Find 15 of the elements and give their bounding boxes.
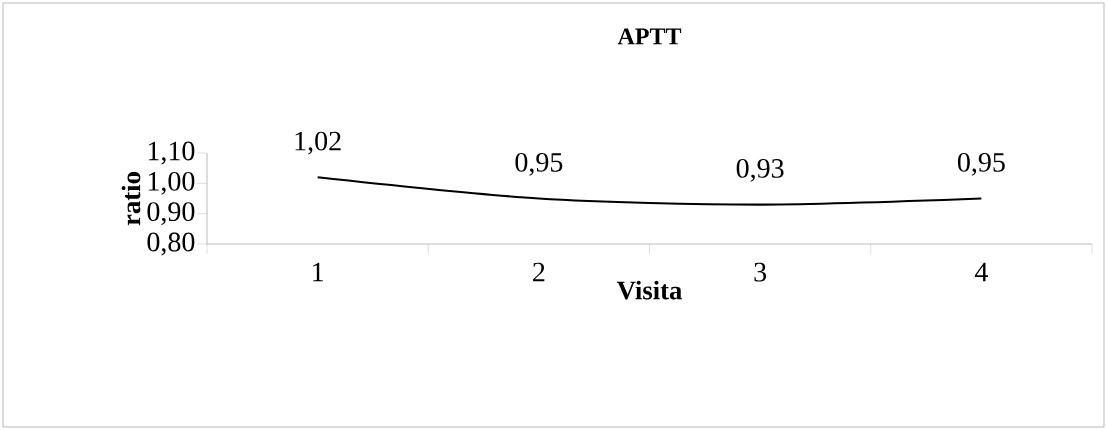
x-tick-label: 4 bbox=[974, 262, 988, 282]
y-tick-label: 1,10 bbox=[148, 141, 195, 165]
chart-title: APTT bbox=[617, 28, 682, 45]
data-label: 1,02 bbox=[295, 131, 341, 155]
data-label: 0,93 bbox=[736, 158, 784, 182]
x-tick-label: 2 bbox=[533, 262, 545, 282]
x-tick-label: 3 bbox=[754, 262, 767, 282]
data-label: 0,95 bbox=[515, 152, 563, 176]
y-tick-label: 1,00 bbox=[148, 171, 195, 195]
x-tick-label: 1 bbox=[313, 262, 323, 282]
y-tick-label: 0,80 bbox=[147, 232, 195, 256]
x-axis-title: Visita bbox=[616, 280, 682, 300]
data-label: 0,95 bbox=[957, 152, 1005, 176]
y-axis-title: ratio bbox=[121, 172, 141, 226]
y-tick-label: 0,90 bbox=[147, 202, 195, 226]
